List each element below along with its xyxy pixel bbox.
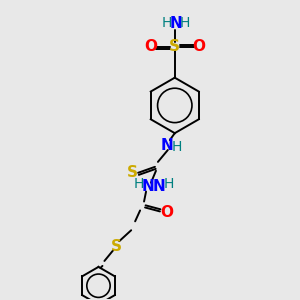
Text: H: H [164, 177, 174, 191]
Text: H: H [172, 140, 182, 154]
Text: S: S [127, 165, 138, 180]
Text: O: O [145, 40, 158, 55]
Text: O: O [192, 40, 205, 55]
Text: N: N [152, 179, 165, 194]
Text: N: N [142, 179, 154, 194]
Text: H: H [179, 16, 190, 30]
Text: O: O [160, 205, 173, 220]
Text: H: H [134, 177, 144, 191]
Text: N: N [169, 16, 182, 31]
Text: N: N [160, 137, 173, 152]
Text: S: S [169, 40, 180, 55]
Text: H: H [162, 16, 172, 30]
Text: S: S [111, 238, 122, 253]
